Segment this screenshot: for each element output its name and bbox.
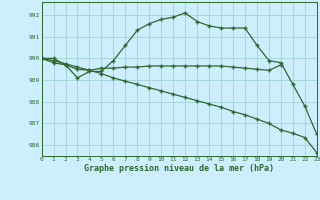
X-axis label: Graphe pression niveau de la mer (hPa): Graphe pression niveau de la mer (hPa) bbox=[84, 164, 274, 173]
